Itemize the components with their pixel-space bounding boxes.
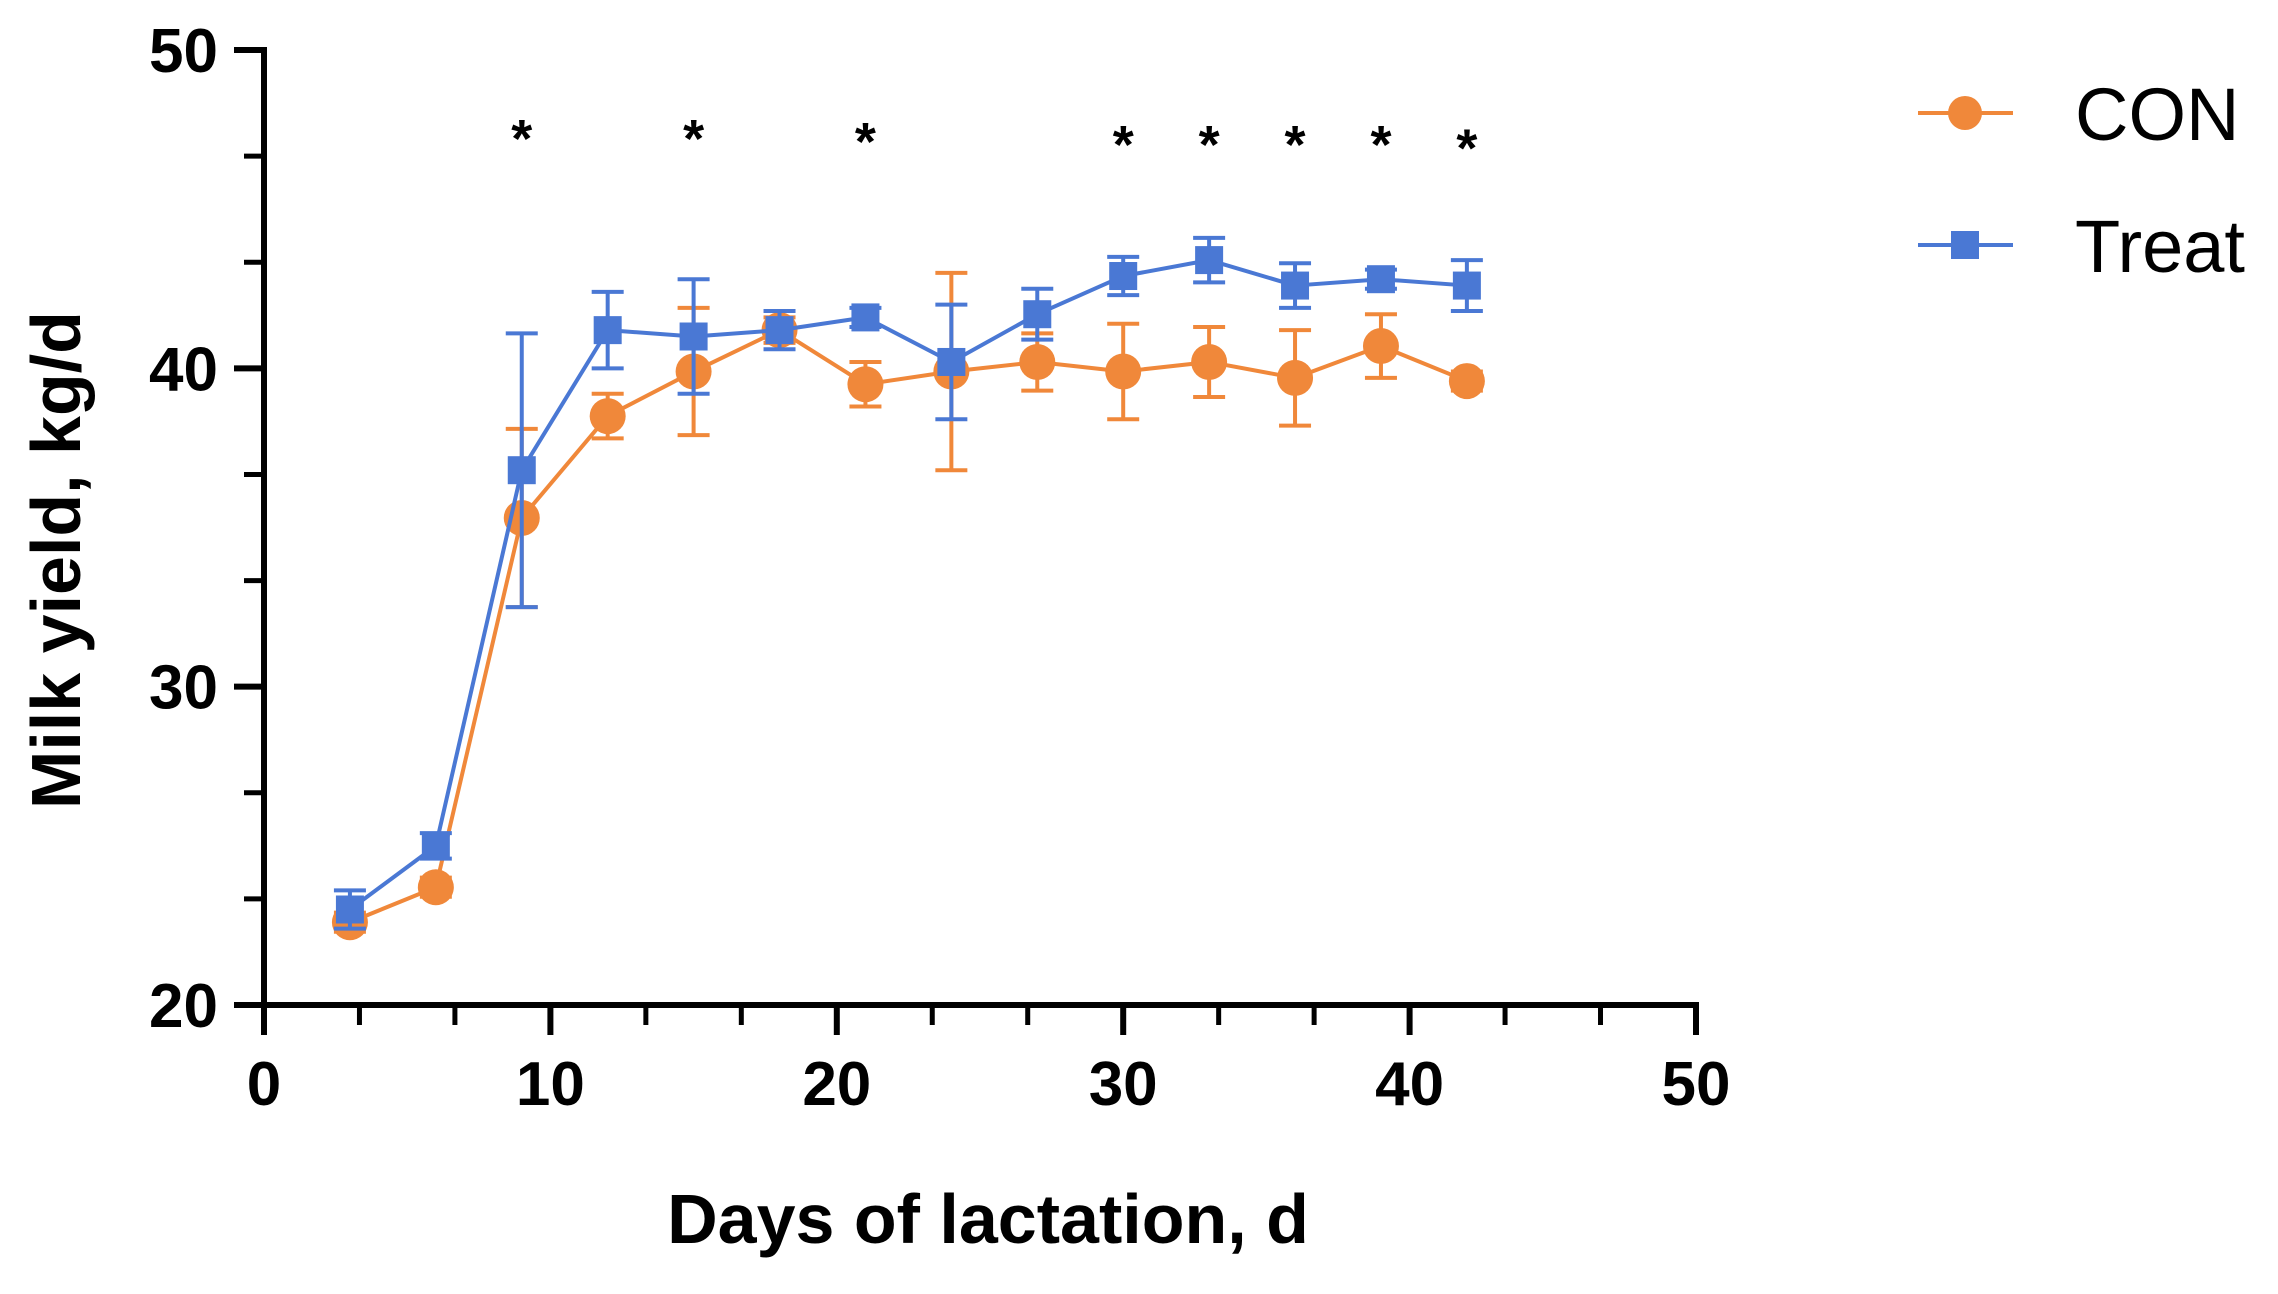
series-con — [331, 270, 1485, 941]
legend: CON Treat — [1918, 73, 2245, 288]
data-point-treat — [1109, 262, 1138, 291]
significance-asterisk: * — [511, 109, 532, 169]
axes: 20 30 40 50 0 10 20 30 40 50 — [149, 17, 1730, 1119]
series-line-treat — [348, 258, 1468, 912]
data-point-con — [847, 366, 884, 403]
data-point-con — [589, 398, 626, 435]
legend-con-marker — [1948, 96, 1982, 130]
data-point-treat — [937, 347, 966, 376]
y-tick-label: 50 — [149, 17, 218, 86]
data-point-con — [1448, 363, 1485, 400]
series-treat — [333, 235, 1483, 931]
significance-asterisk: * — [1285, 115, 1306, 175]
x-tick-label: 30 — [1089, 1050, 1158, 1119]
legend-con-label: CON — [2075, 73, 2239, 156]
data-marks — [331, 235, 1485, 941]
data-point-treat — [679, 322, 708, 351]
x-tick-label: 10 — [516, 1050, 585, 1119]
significance-asterisk: * — [1456, 118, 1477, 178]
x-axis-title: Days of lactation, d — [667, 1180, 1309, 1258]
data-point-con — [1191, 343, 1228, 380]
data-point-treat — [335, 895, 364, 924]
significance-asterisk: * — [1370, 115, 1391, 175]
x-tick-label: 50 — [1662, 1050, 1731, 1119]
data-point-con — [1362, 328, 1399, 365]
data-point-treat — [1023, 300, 1052, 329]
data-point-con — [1277, 359, 1314, 396]
y-tick-label: 40 — [149, 335, 218, 404]
x-tick-label: 0 — [247, 1050, 281, 1119]
x-tick-label: 40 — [1375, 1050, 1444, 1119]
data-point-treat — [1195, 246, 1224, 275]
y-tick-label: 30 — [149, 654, 218, 723]
significance-markers: * * * * * * * * — [511, 109, 1477, 179]
legend-item-con: CON — [1918, 73, 2239, 156]
legend-treat-marker — [1951, 231, 1979, 259]
significance-asterisk: * — [855, 112, 876, 172]
significance-asterisk: * — [1113, 115, 1134, 175]
data-point-treat — [851, 303, 880, 332]
legend-item-treat: Treat — [1918, 205, 2245, 288]
significance-asterisk: * — [1199, 115, 1220, 175]
y-tick-label: 20 — [149, 972, 218, 1041]
data-point-treat — [765, 316, 794, 345]
legend-treat-label: Treat — [2075, 205, 2245, 288]
y-axis-title: Milk yield, kg/d — [17, 311, 95, 809]
data-point-treat — [593, 316, 622, 345]
x-tick-label: 20 — [802, 1050, 871, 1119]
data-point-treat — [1452, 271, 1481, 300]
series-line-con — [349, 328, 1468, 925]
data-point-treat — [1366, 265, 1395, 294]
data-point-treat — [507, 456, 536, 485]
data-point-con — [1105, 353, 1142, 390]
data-point-con — [1019, 343, 1056, 380]
data-point-treat — [421, 831, 450, 860]
data-point-con — [417, 869, 454, 906]
data-point-treat — [1281, 271, 1310, 300]
significance-asterisk: * — [683, 109, 704, 169]
